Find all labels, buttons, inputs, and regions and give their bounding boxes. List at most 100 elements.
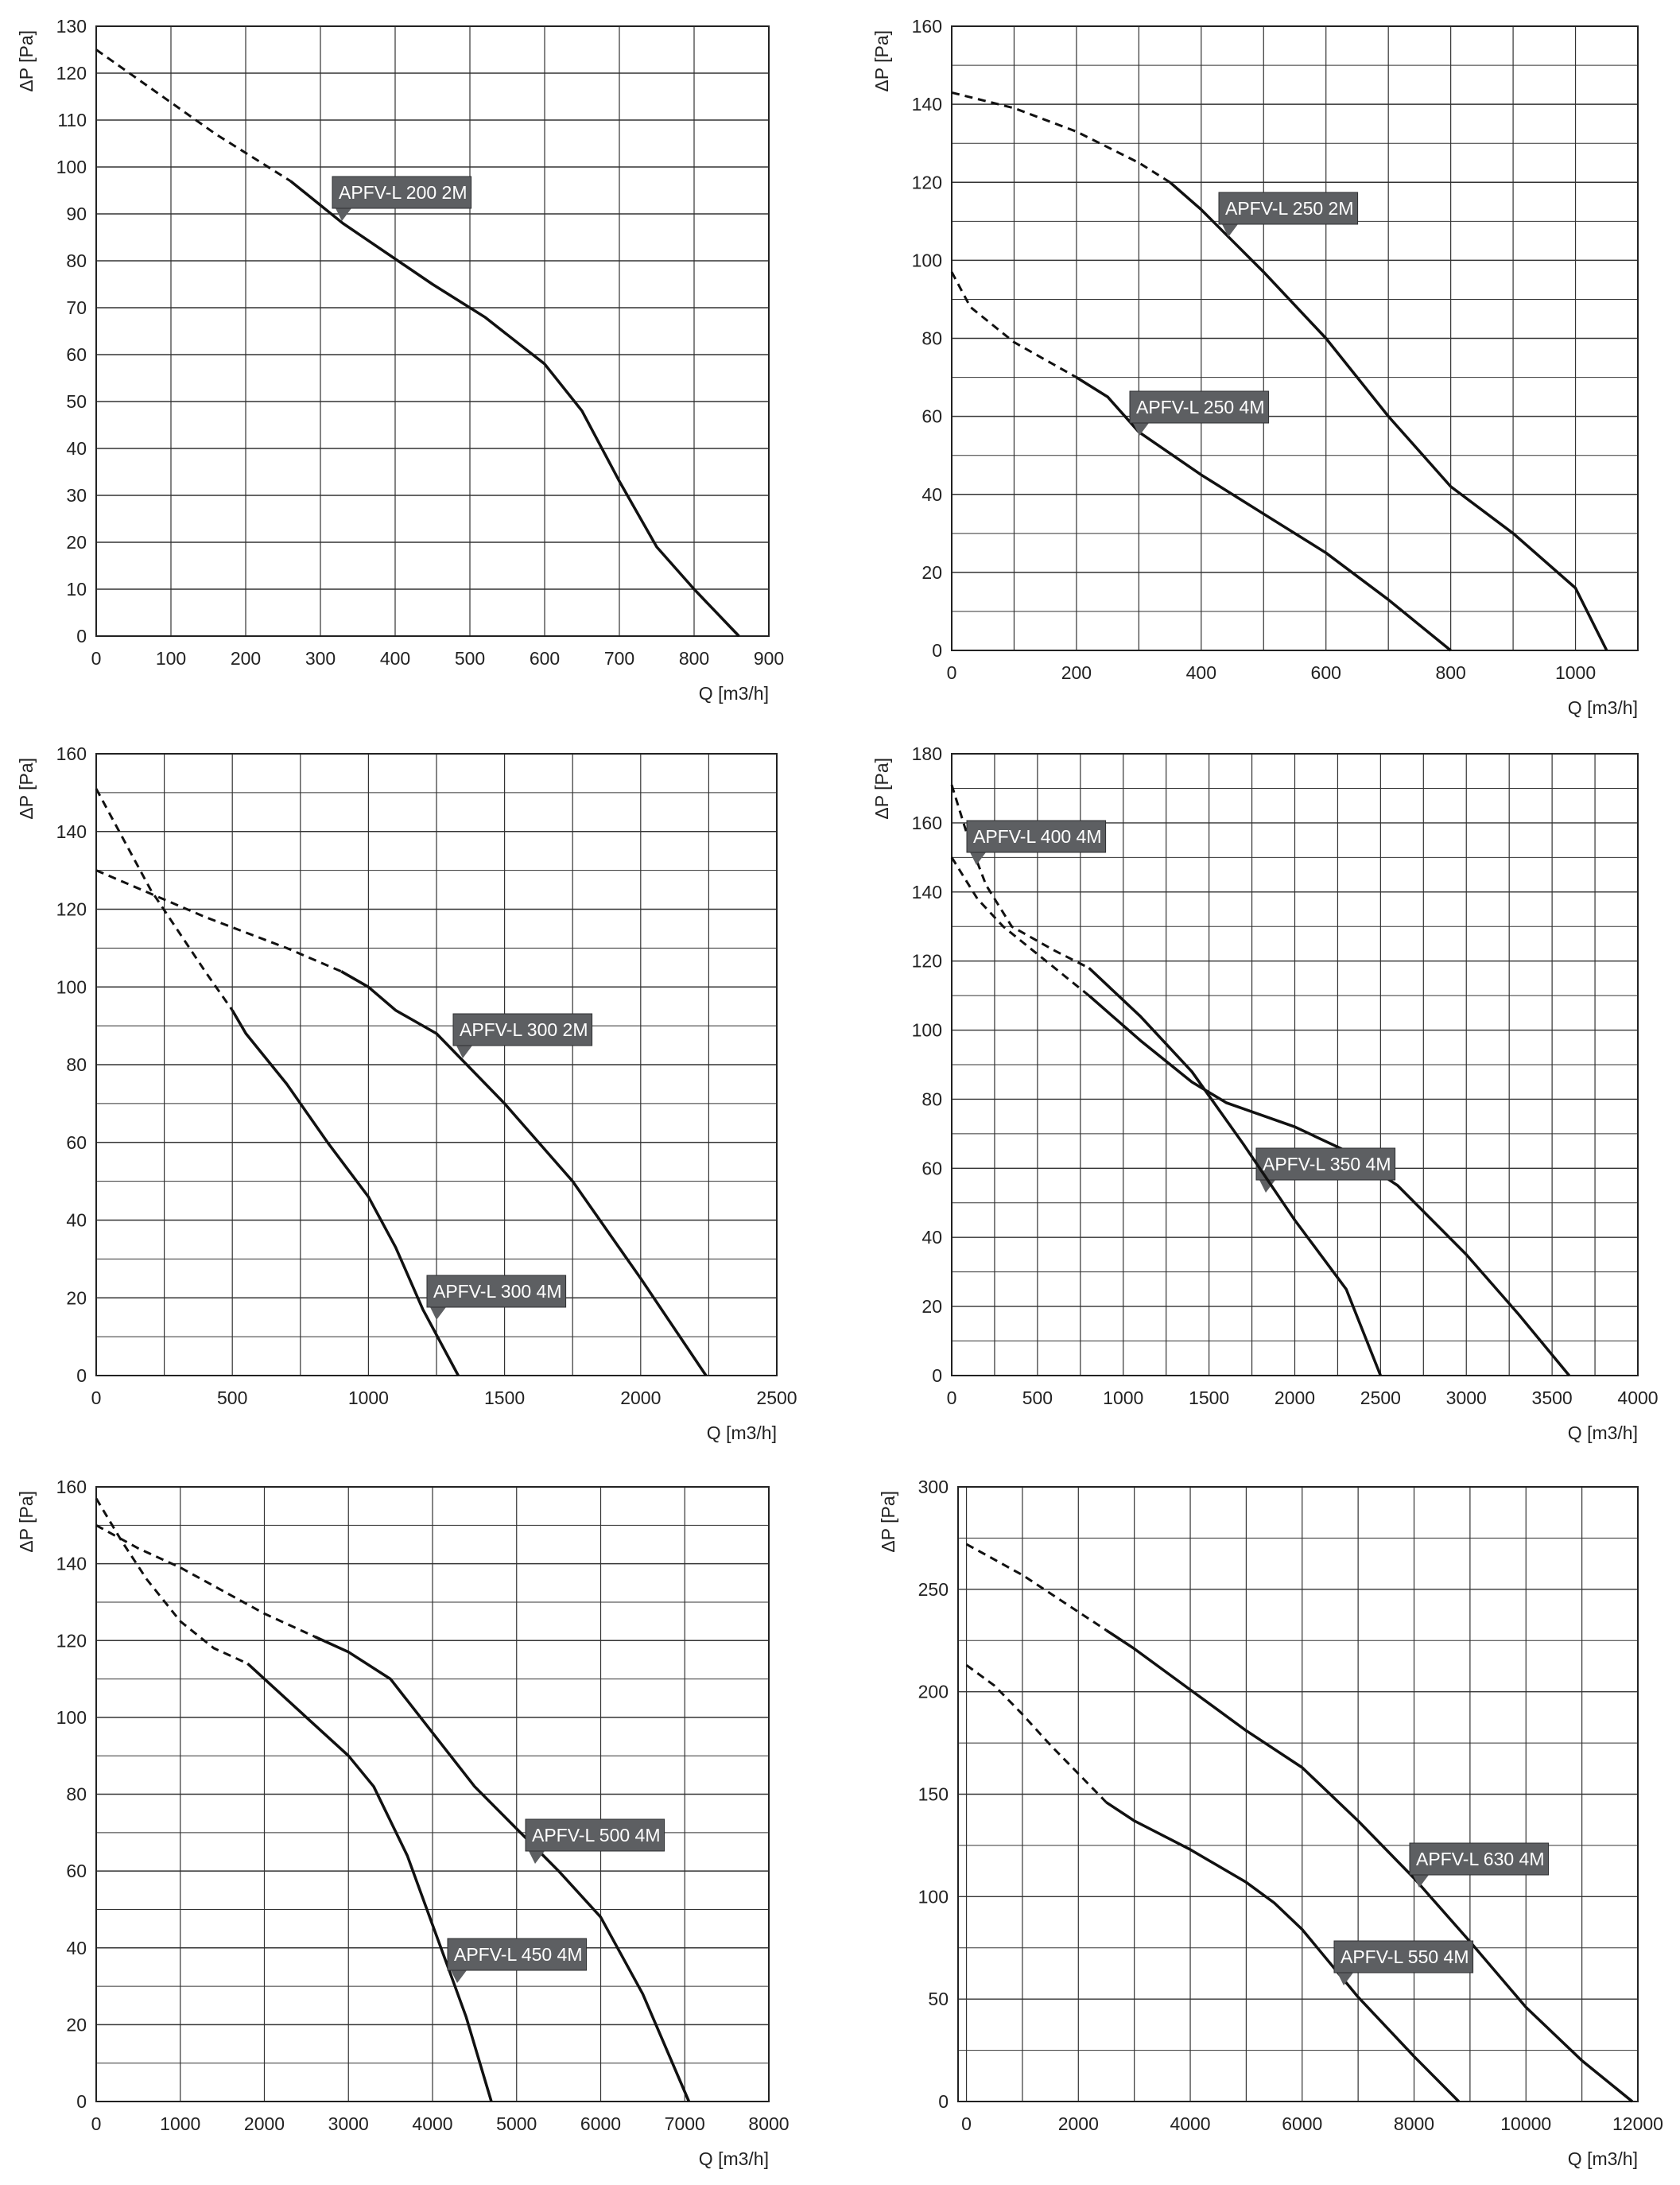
series-solid-line [231,1009,460,1376]
x-tick-label: 3000 [1446,1387,1487,1408]
series-dashed-line [965,1663,1108,1803]
callout-label: APFV-L 500 4M [532,1825,661,1845]
callout-pointer [529,1851,545,1864]
series-dashed-line [95,49,292,182]
x-tick-label: 4000 [412,2113,452,2134]
y-axis-title: ΔP [Pa] [16,30,37,92]
series-callout: APFV-L 500 4M [525,1818,665,1864]
x-tick-label: 200 [231,648,261,669]
callout-pointer [336,208,351,221]
x-tick-label: 800 [679,648,709,669]
callout-box [447,1938,588,1971]
y-tick-label: 120 [56,899,87,920]
callout-pointer [1222,224,1238,237]
y-tick-label: 40 [921,1227,942,1248]
x-tick-label: 2000 [1275,1387,1315,1408]
x-tick-label: 600 [1311,662,1341,683]
series-solid-line [289,180,740,638]
series-solid-line [1075,376,1452,652]
callout-box [1409,1842,1550,1876]
y-tick-label: 250 [918,1579,949,1600]
y-tick-label: 130 [56,16,87,37]
y-tick-label: 80 [66,1784,87,1805]
y-tick-label: 0 [76,1365,87,1386]
y-tick-label: 60 [921,1158,942,1178]
y-tick-label: 100 [918,1886,949,1907]
x-tick-label: 600 [530,648,560,669]
y-tick-label: 70 [66,297,87,318]
callout-box [1255,1147,1396,1181]
y-axis-title: ΔP [Pa] [16,1491,37,1553]
series-callout: APFV-L 250 4M [1129,390,1270,436]
y-tick-label: 120 [56,63,87,83]
x-tick-label: 6000 [580,2113,621,2134]
callout-box [426,1275,567,1308]
series-callout: APFV-L 630 4M [1409,1842,1550,1888]
series-dashed-line [95,1497,249,1665]
x-tick-label: 400 [380,648,410,669]
x-tick-label: 0 [91,2113,102,2134]
callout-box [1129,390,1270,424]
callout-pointer [1413,1875,1429,1888]
x-tick-label: 2500 [1360,1387,1401,1408]
callout-label: APFV-L 200 2M [339,182,468,203]
x-tick-label: 200 [1061,662,1092,683]
x-tick-label: 800 [1435,662,1465,683]
x-axis-title: Q [m3/h] [699,683,769,704]
series-callout: APFV-L 200 2M [332,176,472,221]
callout-box [332,176,472,209]
x-tick-label: 8000 [1394,2113,1434,2134]
x-axis-title: Q [m3/h] [1568,2148,1638,2169]
y-tick-label: 0 [76,626,87,646]
callout-label: APFV-L 250 2M [1225,198,1354,219]
x-tick-label: 300 [305,648,336,669]
callout-box [1218,192,1359,225]
x-tick-label: 5000 [496,2113,537,2134]
series-dashed-line [950,784,1090,969]
y-tick-label: 150 [918,1784,949,1805]
series-solid-line [1105,1801,1461,2103]
x-axis-title: Q [m3/h] [1568,697,1638,718]
y-tick-label: 140 [912,882,942,902]
callout-label: APFV-L 300 2M [460,1019,588,1040]
x-tick-label: 3000 [328,2113,369,2134]
y-tick-label: 120 [56,1630,87,1651]
chart-2: 0 20 40 60 80 100 120 140 160 0 200 400 600 800 1000 ΔP… [871,16,1639,718]
x-tick-label: 100 [156,648,186,669]
series-solid-line [1169,180,1608,651]
callout-label: APFV-L 630 4M [1416,1849,1545,1869]
y-tick-label: 20 [66,532,87,553]
x-tick-label: 0 [947,662,957,683]
callout-label: APFV-L 400 4M [973,826,1102,847]
x-tick-label: 2000 [1058,2113,1099,2134]
y-tick-label: 100 [56,1707,87,1728]
y-tick-label: 20 [66,2014,87,2035]
series-dashed-line [950,856,1090,997]
y-tick-label: 10 [66,579,87,600]
series-solid-line [340,970,708,1376]
callout-pointer [456,1046,472,1058]
series-callout: APFV-L 250 2M [1218,192,1359,237]
series-dashed-line [950,271,1077,378]
y-tick-label: 160 [56,743,87,764]
y-tick-label: 60 [66,344,87,365]
callout-pointer [430,1307,446,1320]
y-tick-label: 0 [76,2091,87,2112]
x-tick-label: 0 [961,2113,972,2134]
y-tick-label: 80 [921,1089,942,1109]
series-callout: APFV-L 550 4M [1333,1940,1474,1985]
plot-frame [957,1486,1639,2102]
x-tick-label: 500 [455,648,485,669]
y-tick-label: 180 [912,743,942,764]
callout-pointer [451,1970,467,1983]
x-tick-label: 700 [604,648,634,669]
chart-5: 0 20 40 60 80 100 120 140 160 0 1000 2000 3000 4000 50… [16,1477,790,2169]
x-tick-label: 4000 [1617,1387,1658,1408]
plot-frame [95,753,778,1376]
callout-pointer [1337,1973,1353,1985]
x-tick-label: 2500 [756,1387,797,1408]
y-tick-label: 80 [66,250,87,271]
callout-pointer [1133,423,1149,436]
plot-frame [951,25,1639,651]
callout-pointer [970,852,986,865]
